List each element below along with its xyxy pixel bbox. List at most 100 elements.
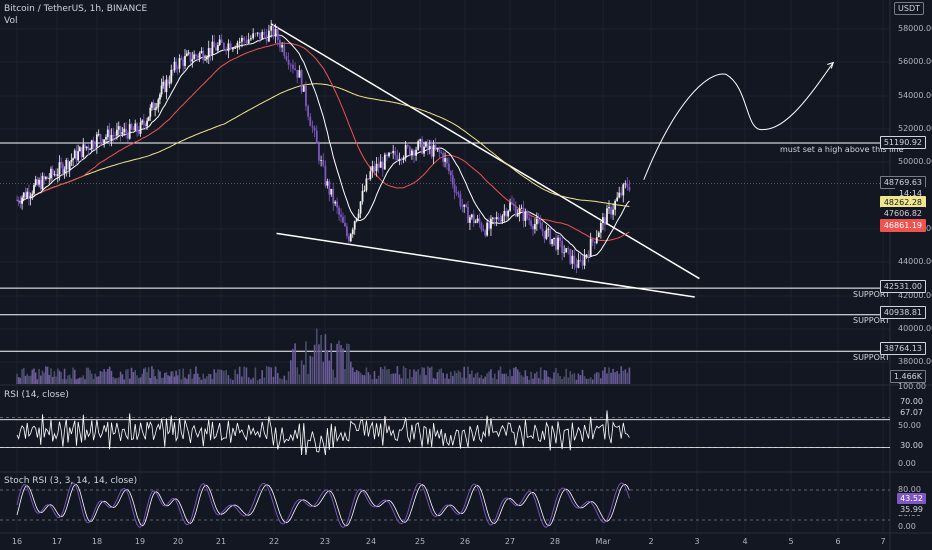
candle-body <box>565 248 568 253</box>
volume-bar <box>381 369 384 384</box>
volume-bar <box>31 369 34 384</box>
candle-body <box>449 171 452 176</box>
volume-bar <box>87 367 90 384</box>
volume-bar <box>392 373 394 384</box>
x-axis-tick: 2 <box>648 537 654 546</box>
candle-body <box>247 39 250 44</box>
volume-bar <box>587 378 590 384</box>
volume-bar <box>349 361 352 384</box>
candle-body <box>604 217 606 225</box>
candle-body <box>296 69 299 78</box>
candle-body <box>170 69 173 83</box>
candle-body <box>453 184 456 193</box>
volume-bar <box>296 367 299 384</box>
ema-mid-line <box>16 42 630 242</box>
volume-bar <box>125 369 127 384</box>
volume-bar <box>328 360 331 384</box>
stoch-value-label: 35.99 <box>897 504 926 515</box>
candle-body <box>447 163 450 172</box>
candle-body <box>116 129 118 136</box>
volume-bar <box>371 379 374 384</box>
volume-bar <box>559 375 561 384</box>
volume-bar <box>60 372 62 384</box>
volume-bar <box>324 334 327 384</box>
volume-bar <box>155 378 158 384</box>
volume-bar <box>344 369 346 384</box>
volume-bar <box>105 371 107 384</box>
volume-bar <box>367 372 370 384</box>
volume-bar <box>330 343 333 384</box>
volume-bar <box>516 369 519 384</box>
volume-bar <box>250 379 252 384</box>
volume-bar <box>507 376 509 384</box>
volume-bar <box>17 377 20 384</box>
candle-body <box>68 161 71 170</box>
volume-bar <box>610 372 612 384</box>
volume-bar <box>51 376 54 384</box>
volume-bar <box>252 377 254 384</box>
candle-body <box>419 139 422 142</box>
ema-long-line <box>16 83 630 207</box>
candle-body <box>105 137 107 140</box>
candle-body <box>31 193 34 196</box>
candle-body <box>408 146 411 156</box>
volume-bar <box>497 370 500 384</box>
currency-badge[interactable]: USDT <box>894 2 924 15</box>
candle-body <box>402 157 405 161</box>
volume-bar <box>58 370 61 384</box>
volume-bar <box>79 377 81 384</box>
volume-bar <box>300 360 303 384</box>
candle-body <box>557 237 559 250</box>
volume-bar <box>89 370 91 384</box>
volume-bar <box>373 371 376 384</box>
candle-body <box>415 149 417 156</box>
candle-body <box>61 164 64 174</box>
candle-body <box>60 162 63 165</box>
candle-body <box>480 223 483 230</box>
volume-bar <box>545 370 548 384</box>
volume-bar <box>501 373 504 384</box>
volume-bar <box>117 377 120 384</box>
volume-bar <box>21 369 23 384</box>
volume-bar <box>585 378 588 384</box>
rsi-value-label: 30.00 <box>897 440 926 451</box>
volume-bar <box>97 376 100 384</box>
volume-bar <box>567 377 570 384</box>
candle-body <box>394 151 397 156</box>
volume-bar <box>196 373 199 384</box>
volume-bar <box>361 374 364 384</box>
volume-bar <box>377 375 380 384</box>
volume-bar <box>396 366 399 384</box>
candle-body <box>146 120 148 127</box>
candle-body <box>276 28 279 41</box>
volume-bar <box>547 376 550 384</box>
candle-body <box>175 61 178 69</box>
candle-body <box>486 222 489 236</box>
volume-bar <box>432 377 435 384</box>
candle-body <box>524 211 527 221</box>
candle-body <box>436 148 439 150</box>
volume-bar <box>528 379 530 384</box>
candle-body <box>579 259 582 261</box>
volume-bar <box>279 378 281 384</box>
volume-bar <box>573 373 576 384</box>
volume-bar <box>55 376 57 384</box>
volume-bar <box>29 375 32 384</box>
x-axis-tick: 3 <box>694 537 700 546</box>
volume-bar <box>114 378 116 384</box>
candle-body <box>89 149 91 150</box>
volume-bar <box>442 373 444 384</box>
volume-bar <box>90 373 93 384</box>
candle-body <box>563 252 566 254</box>
candle-body <box>125 128 127 134</box>
volume-bar <box>217 369 219 384</box>
candle-body <box>342 216 344 223</box>
volume-bar <box>320 334 322 384</box>
volume-bar <box>232 379 234 384</box>
price-label: 1.466K <box>889 370 926 383</box>
volume-bar <box>428 367 431 384</box>
volume-bar <box>581 369 584 384</box>
volume-bar <box>305 341 307 384</box>
candle-body <box>497 217 500 220</box>
